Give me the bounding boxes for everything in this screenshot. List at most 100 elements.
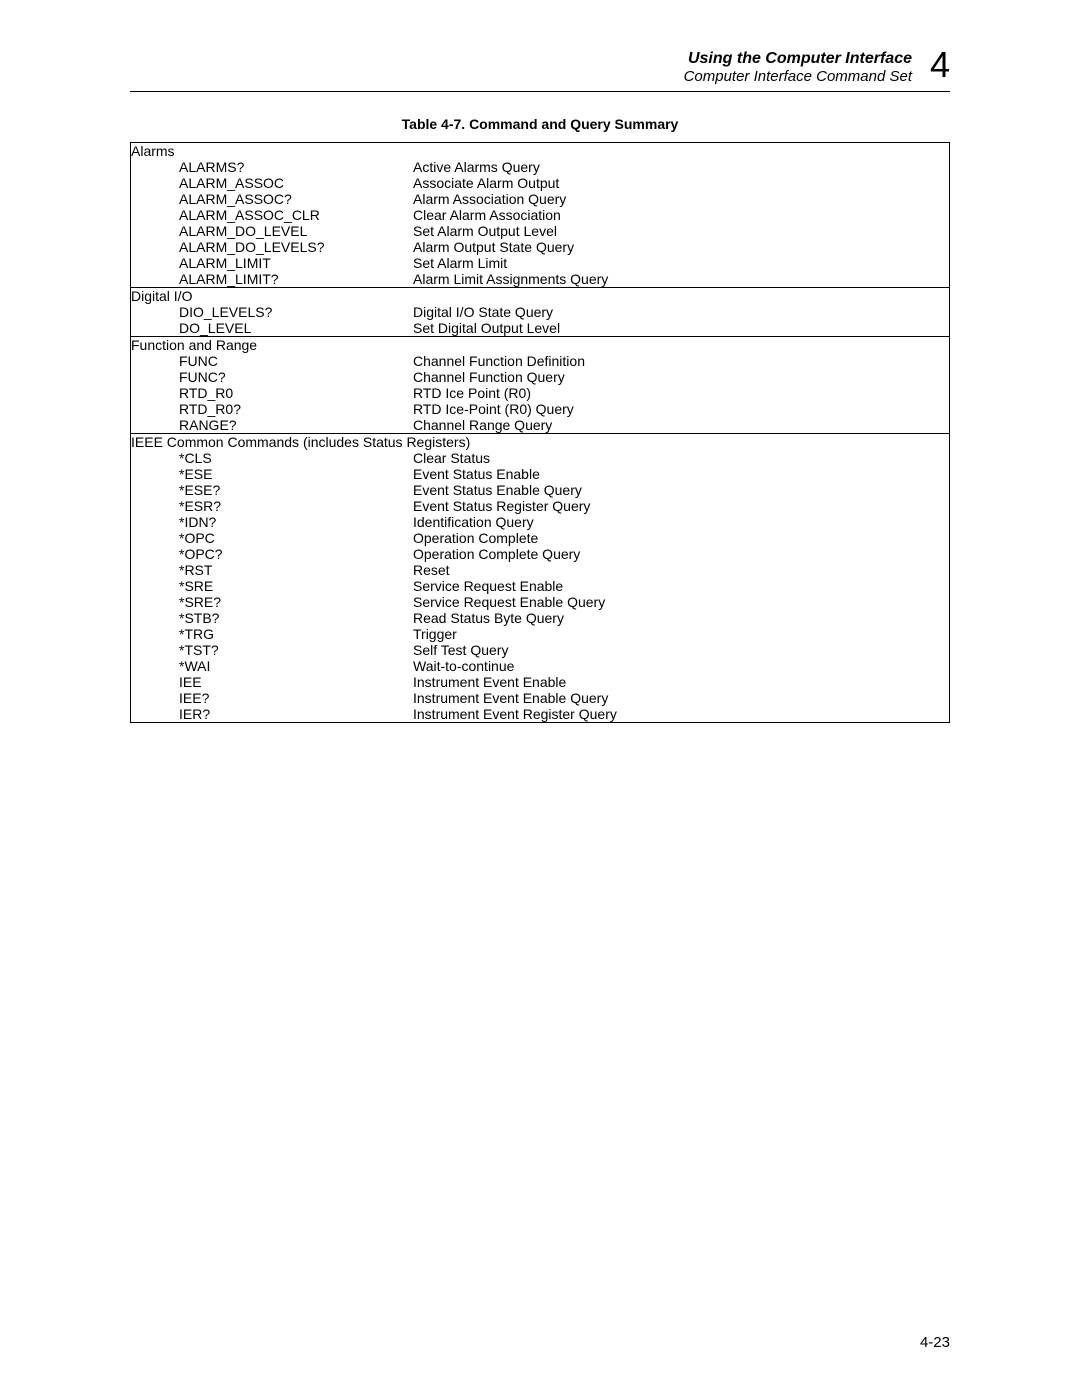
table-row: *SRE?Service Request Enable Query xyxy=(131,594,950,610)
table-row: FUNCChannel Function Definition xyxy=(131,353,950,369)
command-cell: IEE? xyxy=(131,690,414,706)
description-cell: Digital I/O State Query xyxy=(413,304,950,320)
table-caption: Table 4-7. Command and Query Summary xyxy=(130,116,950,132)
description-cell: Alarm Association Query xyxy=(413,191,950,207)
description-cell: Clear Alarm Association xyxy=(413,207,950,223)
description-cell: Wait-to-continue xyxy=(413,658,950,674)
command-cell: ALARM_LIMIT? xyxy=(131,271,414,288)
table-row: IEEInstrument Event Enable xyxy=(131,674,950,690)
command-cell: *TRG xyxy=(131,626,414,642)
description-cell: RTD Ice Point (R0) xyxy=(413,385,950,401)
command-cell: *OPC? xyxy=(131,546,414,562)
description-cell: Reset xyxy=(413,562,950,578)
command-cell: ALARM_LIMIT xyxy=(131,255,414,271)
table-row: RTD_R0?RTD Ice-Point (R0) Query xyxy=(131,401,950,417)
command-cell: FUNC xyxy=(131,353,414,369)
command-cell: *ESR? xyxy=(131,498,414,514)
table-row: ALARM_LIMITSet Alarm Limit xyxy=(131,255,950,271)
table-row: RTD_R0RTD Ice Point (R0) xyxy=(131,385,950,401)
description-cell: Instrument Event Enable Query xyxy=(413,690,950,706)
command-cell: ALARMS? xyxy=(131,159,414,175)
page: 4 Using the Computer Interface Computer … xyxy=(0,0,1080,1397)
table-row: *CLSClear Status xyxy=(131,450,950,466)
description-cell: Event Status Enable xyxy=(413,466,950,482)
table-row: *IDN?Identification Query xyxy=(131,514,950,530)
description-cell: Service Request Enable Query xyxy=(413,594,950,610)
table-section-header: Function and Range xyxy=(131,337,950,354)
command-cell: RANGE? xyxy=(131,417,414,434)
section-title: Function and Range xyxy=(131,337,950,354)
table-row: *TST?Self Test Query xyxy=(131,642,950,658)
description-cell: Set Alarm Output Level xyxy=(413,223,950,239)
description-cell: Channel Function Query xyxy=(413,369,950,385)
table-row: ALARM_DO_LEVELSet Alarm Output Level xyxy=(131,223,950,239)
command-cell: RTD_R0? xyxy=(131,401,414,417)
table-row: ALARM_ASSOC_CLRClear Alarm Association xyxy=(131,207,950,223)
command-cell: *STB? xyxy=(131,610,414,626)
description-cell: Set Alarm Limit xyxy=(413,255,950,271)
command-cell: *RST xyxy=(131,562,414,578)
command-summary-table: AlarmsALARMS?Active Alarms QueryALARM_AS… xyxy=(130,142,950,723)
table-row: *ESR?Event Status Register Query xyxy=(131,498,950,514)
command-cell: *IDN? xyxy=(131,514,414,530)
table-row: *WAIWait-to-continue xyxy=(131,658,950,674)
command-cell: IER? xyxy=(131,706,414,723)
description-cell: Instrument Event Enable xyxy=(413,674,950,690)
table-section-header: Alarms xyxy=(131,143,950,160)
table-row: ALARM_ASSOCAssociate Alarm Output xyxy=(131,175,950,191)
description-cell: Instrument Event Register Query xyxy=(413,706,950,723)
section-title: Digital I/O xyxy=(131,288,950,305)
table-row: *RSTReset xyxy=(131,562,950,578)
description-cell: Identification Query xyxy=(413,514,950,530)
table-row: *OPCOperation Complete xyxy=(131,530,950,546)
table-row: ALARM_ASSOC?Alarm Association Query xyxy=(131,191,950,207)
table-row: *SREService Request Enable xyxy=(131,578,950,594)
description-cell: Channel Range Query xyxy=(413,417,950,434)
command-cell: *OPC xyxy=(131,530,414,546)
command-cell: *ESE xyxy=(131,466,414,482)
description-cell: Event Status Enable Query xyxy=(413,482,950,498)
header-subtitle: Computer Interface Command Set xyxy=(130,68,912,85)
command-cell: *WAI xyxy=(131,658,414,674)
description-cell: RTD Ice-Point (R0) Query xyxy=(413,401,950,417)
page-header: 4 Using the Computer Interface Computer … xyxy=(130,50,950,92)
description-cell: Alarm Output State Query xyxy=(413,239,950,255)
table-row: *ESEEvent Status Enable xyxy=(131,466,950,482)
table-row: DIO_LEVELS?Digital I/O State Query xyxy=(131,304,950,320)
command-cell: ALARM_ASSOC xyxy=(131,175,414,191)
command-cell: *ESE? xyxy=(131,482,414,498)
table-row: IER?Instrument Event Register Query xyxy=(131,706,950,723)
page-number: 4-23 xyxy=(920,1334,950,1351)
command-cell: *SRE? xyxy=(131,594,414,610)
description-cell: Alarm Limit Assignments Query xyxy=(413,271,950,288)
description-cell: Clear Status xyxy=(413,450,950,466)
command-cell: RTD_R0 xyxy=(131,385,414,401)
command-cell: DIO_LEVELS? xyxy=(131,304,414,320)
table-row: IEE?Instrument Event Enable Query xyxy=(131,690,950,706)
command-cell: *SRE xyxy=(131,578,414,594)
command-cell: *CLS xyxy=(131,450,414,466)
description-cell: Event Status Register Query xyxy=(413,498,950,514)
table-section-header: Digital I/O xyxy=(131,288,950,305)
command-cell: ALARM_DO_LEVEL xyxy=(131,223,414,239)
description-cell: Service Request Enable xyxy=(413,578,950,594)
description-cell: Trigger xyxy=(413,626,950,642)
table-row: DO_LEVELSet Digital Output Level xyxy=(131,320,950,337)
command-cell: FUNC? xyxy=(131,369,414,385)
command-cell: IEE xyxy=(131,674,414,690)
description-cell: Read Status Byte Query xyxy=(413,610,950,626)
description-cell: Associate Alarm Output xyxy=(413,175,950,191)
command-cell: ALARM_DO_LEVELS? xyxy=(131,239,414,255)
description-cell: Channel Function Definition xyxy=(413,353,950,369)
table-row: FUNC?Channel Function Query xyxy=(131,369,950,385)
description-cell: Set Digital Output Level xyxy=(413,320,950,337)
table-row: ALARM_DO_LEVELS?Alarm Output State Query xyxy=(131,239,950,255)
table-row: ALARM_LIMIT?Alarm Limit Assignments Quer… xyxy=(131,271,950,288)
chapter-number: 4 xyxy=(930,44,950,86)
command-cell: *TST? xyxy=(131,642,414,658)
table-row: *STB?Read Status Byte Query xyxy=(131,610,950,626)
command-cell: DO_LEVEL xyxy=(131,320,414,337)
table-section-header: IEEE Common Commands (includes Status Re… xyxy=(131,434,950,451)
table-row: *OPC?Operation Complete Query xyxy=(131,546,950,562)
section-title: IEEE Common Commands (includes Status Re… xyxy=(131,434,950,451)
